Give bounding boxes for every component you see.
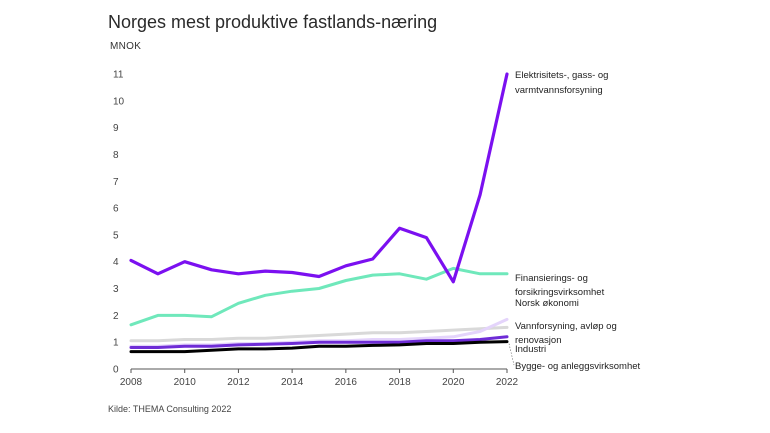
y-tick-label: 8 [113,150,119,161]
x-tick-label: 2022 [496,377,519,388]
series-labels: Norsk økonomi Vannforsyning, avløp og reno… [508,70,641,372]
x-tick: 2020 [442,369,465,388]
y-tick-label: 4 [113,257,119,268]
x-tick: 2008 [120,369,143,388]
x-tick-label: 2020 [442,377,465,388]
series-label-finance: Finansierings- og [515,273,588,284]
series-label-construction: Bygge- og anleggsvirksomhet [515,361,641,372]
x-tick: 2022 [496,369,519,388]
y-tick-label: 2 [113,311,119,322]
series-label-water: Vannforsyning, avløp og [515,321,617,332]
y-tick: 4 [113,257,119,268]
y-tick-label: 10 [113,96,125,107]
series-label-water: renovasjon [515,335,561,346]
construction-label-leader [508,343,515,366]
y-tick: 2 [113,311,119,322]
y-tick-label: 0 [113,365,119,376]
x-tick-label: 2010 [174,377,197,388]
y-tick: 9 [113,123,119,134]
x-tick: 2010 [174,369,197,388]
series-label-industry: Industri [515,344,546,355]
y-axis-unit-label: MNOK [110,41,142,52]
series-label-electricity: Elektrisitets-, gass- og [515,70,608,81]
series-line-construction [129,340,509,354]
y-tick: 5 [113,230,119,241]
y-tick-label: 11 [113,70,124,81]
y-tick-label: 5 [113,230,119,241]
y-tick-label: 6 [113,204,119,215]
y-tick-label: 1 [113,338,119,349]
y-tick: 7 [113,177,119,188]
series-line-finance [129,266,509,327]
series-line-electricity [129,72,509,284]
y-tick: 0 [113,365,119,376]
axes: 0 1 2 3 4 5 6 7 8 9 10 11 2008 2010 2012 2014 2016 2018 20… [113,70,519,389]
x-tick: 2016 [335,369,358,388]
x-tick: 2014 [281,369,304,388]
y-tick: 6 [113,204,119,215]
source-note: Kilde: THEMA Consulting 2022 [108,404,232,414]
y-tick: 1 [113,338,119,349]
series-line-norway [129,325,509,343]
y-tick-label: 9 [113,123,119,134]
y-tick: 3 [113,284,119,295]
y-tick-label: 3 [113,284,119,295]
series-label-finance: forsikringsvirksomhet [515,287,605,298]
series-lines [129,72,509,354]
x-tick: 2012 [227,369,250,388]
y-tick: 8 [113,150,119,161]
y-tick-label: 7 [113,177,119,188]
series-label-norway: Norsk økonomi [515,298,579,309]
series-label-electricity: varmtvannsforsyning [515,85,603,96]
y-tick: 10 [113,96,125,107]
x-tick-label: 2008 [120,377,143,388]
x-tick-label: 2016 [335,377,358,388]
x-tick-label: 2014 [281,377,304,388]
series-line-industry [129,335,509,349]
x-tick-label: 2018 [388,377,411,388]
x-tick: 2018 [388,369,411,388]
x-tick-label: 2012 [227,377,250,388]
chart-title: Norges mest produktive fastlands-næring [108,12,438,32]
y-tick: 11 [113,70,124,81]
